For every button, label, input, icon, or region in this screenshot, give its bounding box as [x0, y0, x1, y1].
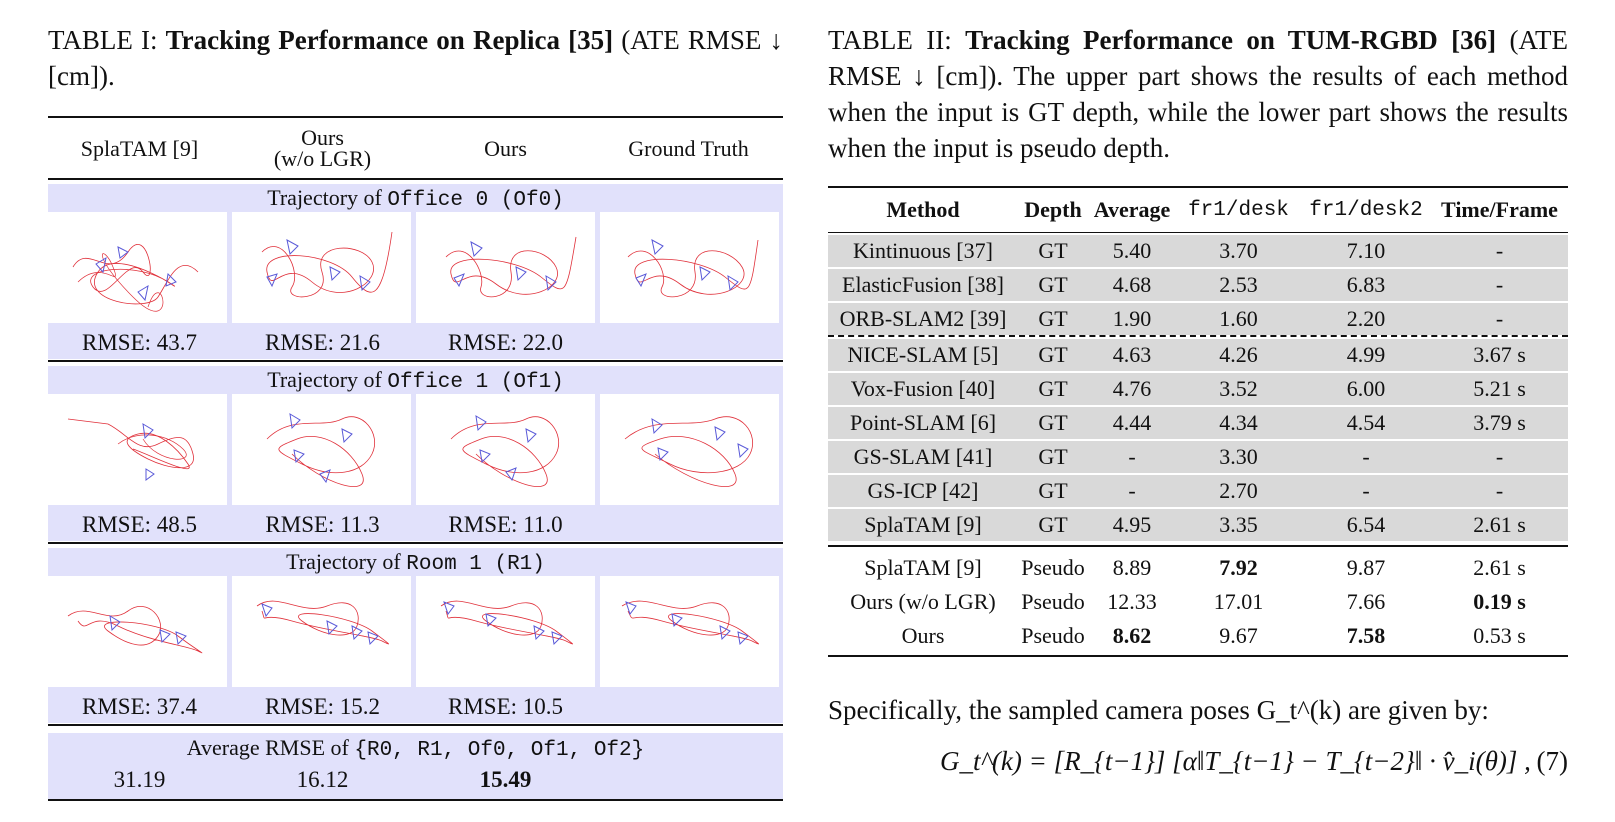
equation-7: G_t^(k) = [R_{t−1}] [α‖T_{t−1} − T_{t−2}…	[828, 746, 1568, 786]
table-row: SplaTAM [9] Pseudo 8.89 7.92 9.87 2.61 s	[864, 555, 1526, 580]
header-rule	[48, 178, 783, 180]
rmse-value: RMSE: 11.3	[265, 512, 380, 537]
col-header-splatam: SplaTAM [9]	[80, 135, 199, 161]
table2: Method Depth Average fr1/desk fr1/desk2 …	[828, 186, 1568, 657]
rmse-value: RMSE: 21.6	[264, 330, 381, 355]
trajectory-plot-ours-wo-lgr	[232, 212, 411, 323]
table1-caption-prefix: TABLE I:	[48, 25, 158, 55]
table1-caption-rest: (ATE RMSE ↓ [cm]).	[48, 25, 784, 91]
top-rule	[828, 186, 1568, 188]
table-row: ORB-SLAM2 [39] GT 1.90 1.60 2.20-	[828, 303, 1568, 335]
table1-header-row: SplaTAM [9] Ours (w/o LGR) Ours Ground Tr…	[48, 118, 783, 178]
section-title: Trajectory of Office 1 (Of1)	[48, 366, 783, 394]
rmse-value: RMSE: 43.7	[81, 330, 198, 355]
trajectory-plot-ground-truth	[600, 576, 779, 687]
body-paragraph: Specifically, the sampled camera poses G…	[828, 695, 1489, 725]
section-rule	[48, 360, 783, 362]
mid-rule	[828, 545, 1568, 547]
col-header: Depth	[1024, 197, 1082, 222]
rmse-value: RMSE: 10.5	[447, 694, 564, 719]
average-value: 31.19	[113, 767, 166, 792]
trajectory-plot-splatam	[48, 212, 227, 323]
table-row: Ours Pseudo 8.62 9.67 7.58 0.53 s	[901, 623, 1526, 648]
table1-caption: TABLE I: Tracking Performance on Replica…	[48, 22, 783, 94]
table1-caption-title: Tracking Performance on Replica [35]	[165, 25, 614, 55]
bottom-rule	[48, 799, 783, 801]
table-row: SplaTAM [9] GT 4.95 3.35 6.54 2.61 s	[828, 509, 1568, 541]
table-row: Vox-Fusion [40] GT 4.76 3.52 6.00 5.21 s	[828, 373, 1568, 405]
pseudo-rows: SplaTAM [9] Pseudo 8.89 7.92 9.87 2.61 s Ours…	[828, 551, 1568, 653]
equation-body: G_t^(k) = [R_{t−1}] [α‖T_{t−1} − T_{t−2}…	[940, 746, 1531, 776]
average-rmse-block: Average RMSE of {R0, R1, Of0, Of1, Of2} …	[48, 733, 783, 799]
table-row: Point-SLAM [6] GT 4.44 4.34 4.54 3.79 s	[828, 407, 1568, 439]
dashed-separator	[828, 335, 1568, 337]
section-room1: Trajectory of Room 1 (R1) RMSE: 37.4 RMS	[48, 548, 783, 726]
rmse-value: RMSE: 11.0	[448, 512, 563, 537]
table2-caption-rest: (ATE RMSE ↓ [cm]). The upper part shows …	[828, 25, 1569, 163]
top-rule	[48, 116, 783, 118]
trajectory-plot-ours	[416, 212, 595, 323]
rmse-row: RMSE: 43.7 RMSE: 21.6 RMSE: 22.0	[48, 327, 783, 359]
trajectory-plot-ours	[416, 394, 595, 505]
trajectory-thumbnails	[48, 394, 783, 509]
table2-column: TABLE II: Tracking Performance on TUM-RG…	[828, 22, 1568, 786]
trajectory-plot-ours-wo-lgr	[232, 394, 411, 505]
trajectory-plot-ground-truth	[600, 394, 779, 505]
section-office0: Trajectory of Office 0 (Of0) RMSE: 43.7	[48, 184, 783, 362]
table-row: GS-ICP [42] GT -2.70- -	[828, 475, 1568, 507]
average-rmse-values: 31.19 16.12 15.49	[48, 763, 783, 797]
rmse-row: RMSE: 37.4 RMSE: 15.2 RMSE: 10.5	[48, 691, 783, 723]
trajectory-plot-splatam	[48, 576, 227, 687]
col-header: Method	[886, 197, 960, 222]
col-header: Average	[1093, 197, 1171, 222]
trajectory-plot-ours-wo-lgr	[232, 576, 411, 687]
trajectory-plot-ours	[416, 576, 595, 687]
section-rule	[48, 724, 783, 726]
table-row: ElasticFusion [38] GT 4.68 2.53 6.83-	[828, 269, 1568, 301]
table-row: Kintinuous [37] GT 5.40 3.70 7.10-	[828, 235, 1568, 267]
rmse-value: RMSE: 15.2	[264, 694, 381, 719]
col-header-ours: Ours	[484, 135, 527, 161]
col-header: Time/Frame	[1441, 197, 1558, 222]
table2-header-row: Method Depth Average fr1/desk fr1/desk2 …	[828, 188, 1568, 232]
gt-rows: Kintinuous [37] GT 5.40 3.70 7.10- ElasticFu…	[828, 235, 1568, 541]
section-rule	[48, 542, 783, 544]
equation-number: (7)	[1536, 746, 1568, 776]
table-row: GS-SLAM [41] GT -3.30- -	[828, 441, 1568, 473]
header-rule	[828, 232, 1568, 233]
trajectory-plot-splatam	[48, 394, 227, 505]
table1: SplaTAM [9] Ours (w/o LGR) Ours Ground Tr…	[48, 116, 783, 801]
average-value: 16.12	[296, 767, 349, 792]
rmse-row: RMSE: 48.5 RMSE: 11.3 RMSE: 11.0	[48, 509, 783, 541]
section-title: Trajectory of Room 1 (R1)	[48, 548, 783, 576]
col-header-ours-wo-lgr: Ours (w/o LGR)	[273, 125, 372, 171]
bottom-rule	[828, 655, 1568, 657]
average-rmse-title: Average RMSE of {R0, R1, Of0, Of1, Of2}	[186, 735, 645, 762]
table2-caption: TABLE II: Tracking Performance on TUM-RG…	[828, 22, 1568, 166]
rmse-value: RMSE: 48.5	[81, 512, 198, 537]
table-row: NICE-SLAM [5] GT 4.63 4.26 4.99 3.67 s	[828, 339, 1568, 371]
table1-column: TABLE I: Tracking Performance on Replica…	[48, 22, 783, 801]
table2-caption-title: Tracking Performance on TUM-RGBD [36]	[965, 25, 1497, 55]
rmse-value: RMSE: 37.4	[81, 694, 198, 719]
section-office1: Trajectory of Office 1 (Of1) RMSE: 48.5	[48, 366, 783, 544]
average-value-best: 15.49	[479, 767, 532, 792]
trajectory-thumbnails	[48, 576, 783, 691]
trajectory-thumbnails	[48, 212, 783, 327]
col-header-ground-truth: Ground Truth	[628, 135, 749, 161]
trajectory-plot-ground-truth	[600, 212, 779, 323]
rmse-value: RMSE: 22.0	[447, 330, 564, 355]
section-title: Trajectory of Office 0 (Of0)	[48, 184, 783, 212]
table2-caption-prefix: TABLE II:	[828, 25, 952, 55]
col-header: fr1/desk	[1188, 198, 1289, 222]
table-row: Ours (w/o LGR) Pseudo 12.33 17.01 7.66 0.19 s	[850, 589, 1526, 614]
col-header: fr1/desk2	[1309, 198, 1423, 222]
